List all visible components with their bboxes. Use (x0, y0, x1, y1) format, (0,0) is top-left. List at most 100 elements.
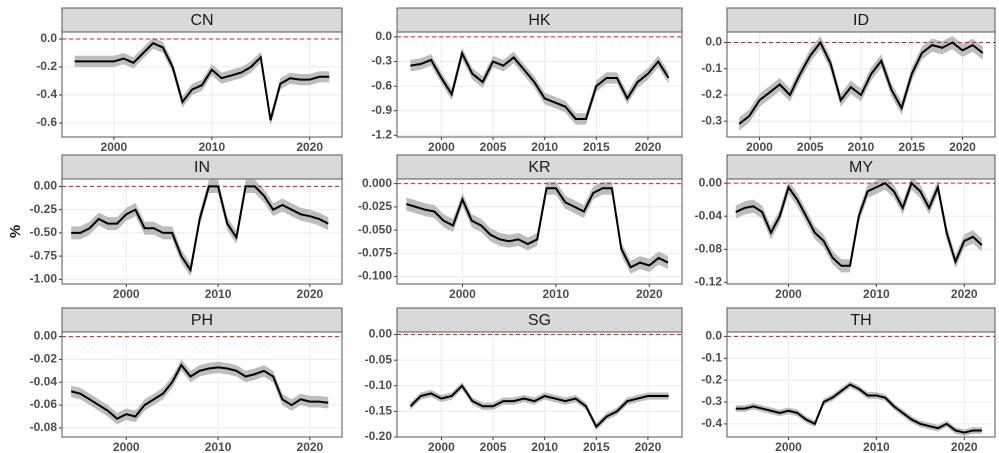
x-tick-label: 2000 (775, 440, 802, 453)
x-tick-label: 2020 (635, 440, 662, 453)
line (406, 187, 669, 269)
x-tick-label: 2010 (205, 287, 232, 301)
y-tick-label: -0.50 (30, 225, 58, 239)
y-tick-label: -0.025 (358, 199, 392, 213)
line (74, 42, 330, 121)
strip (726, 154, 996, 180)
panel-background (727, 332, 995, 437)
y-tick-label: -0.100 (358, 269, 392, 283)
y-tick-label: -0.75 (30, 248, 58, 262)
strip-label: KR (528, 159, 550, 176)
x-tick-label: 2015 (583, 140, 610, 154)
x-tick-label: 2020 (636, 287, 663, 301)
line (410, 50, 670, 120)
strip (61, 154, 343, 180)
strip-label: HK (528, 12, 551, 29)
x-tick-label: 2015 (898, 140, 925, 154)
line (738, 40, 984, 125)
x-tick-label: 2020 (951, 440, 978, 453)
line (409, 384, 669, 429)
y-tick-label: -0.04 (695, 208, 723, 222)
y-tick-label: -0.02 (30, 352, 58, 366)
y-tick-label: 0.00 (369, 327, 393, 341)
y-tick-label: -1.2 (371, 128, 392, 142)
confidence-ribbon (74, 37, 330, 126)
strip-label: PH (191, 312, 213, 329)
x-tick-label: 2010 (198, 140, 225, 154)
y-tick-label: -0.3 (701, 394, 722, 408)
y-tick-label: 0.00 (699, 175, 723, 189)
x-tick-label: 2020 (951, 287, 978, 301)
panel-background (727, 179, 995, 284)
x-tick-label: 2000 (113, 287, 140, 301)
x-tick-label: 2000 (775, 287, 802, 301)
x-tick-label: 2000 (746, 140, 773, 154)
line (735, 383, 982, 434)
strip (61, 7, 343, 33)
x-tick-label: 2020 (297, 287, 324, 301)
y-tick-label: -0.1 (701, 61, 722, 75)
y-tick-label: -0.2 (701, 87, 722, 101)
x-tick-label: 2000 (428, 440, 455, 453)
y-tick-label: -0.4 (701, 416, 722, 430)
x-tick-label: 2000 (449, 287, 476, 301)
x-tick-label: 2020 (297, 440, 324, 453)
strip (726, 307, 996, 333)
x-tick-label: 2010 (531, 140, 558, 154)
x-tick-label: 2020 (635, 140, 662, 154)
y-tick-label: -0.10 (365, 378, 393, 392)
y-tick-label: -0.1 (701, 350, 722, 364)
x-tick-label: 2005 (480, 440, 507, 453)
x-tick-label: 2015 (583, 440, 610, 453)
x-tick-label: 2010 (863, 287, 890, 301)
y-tick-label: 0.0 (40, 31, 57, 45)
y-tick-label: 0.00 (34, 329, 58, 343)
y-tick-label: -0.3 (701, 113, 722, 127)
y-tick-label: -0.20 (365, 429, 393, 443)
line (71, 185, 329, 273)
x-tick-label: 2020 (296, 140, 323, 154)
y-axis-label: % (7, 225, 24, 238)
strip (396, 154, 683, 180)
strip (396, 7, 683, 33)
y-tick-label: 0.0 (705, 329, 722, 343)
confidence-ribbon (406, 181, 668, 274)
strip (61, 307, 343, 333)
y-tick-label: -0.05 (365, 352, 393, 366)
y-tick-label: -0.2 (36, 59, 57, 73)
confidence-ribbon (735, 381, 982, 436)
y-tick-label: -0.04 (30, 374, 58, 388)
x-tick-label: 2010 (543, 287, 570, 301)
confidence-ribbon (71, 359, 329, 425)
y-tick-label: -0.2 (701, 372, 722, 386)
line (70, 363, 329, 420)
strip-label: TH (850, 312, 871, 329)
panel-background (62, 332, 342, 437)
y-tick-label: -0.12 (695, 275, 723, 289)
y-tick-label: 0.000 (362, 176, 392, 190)
x-tick-label: 2010 (531, 440, 558, 453)
y-tick-label: -0.25 (30, 202, 58, 216)
strip-label: CN (190, 12, 213, 29)
confidence-ribbon (71, 179, 329, 277)
x-tick-label: 2005 (480, 140, 507, 154)
y-tick-label: 0.0 (375, 29, 392, 43)
y-tick-label: -0.06 (30, 397, 58, 411)
y-tick-label: -0.4 (36, 87, 57, 101)
y-tick-label: -0.6 (371, 78, 392, 92)
strip-label: SG (528, 312, 551, 329)
panel-background (397, 332, 682, 437)
panel-background (62, 179, 342, 284)
y-tick-label: -0.6 (36, 115, 57, 129)
y-tick-label: 0.0 (705, 35, 722, 49)
y-tick-label: 0.00 (34, 179, 58, 193)
strip (726, 7, 996, 33)
x-tick-label: 2000 (428, 140, 455, 154)
y-tick-label: -0.08 (30, 420, 58, 434)
x-tick-label: 2005 (797, 140, 824, 154)
confidence-ribbon (739, 35, 983, 131)
y-tick-label: -0.15 (365, 404, 393, 418)
y-tick-label: -0.3 (371, 54, 392, 68)
y-tick-label: -0.050 (358, 222, 392, 236)
